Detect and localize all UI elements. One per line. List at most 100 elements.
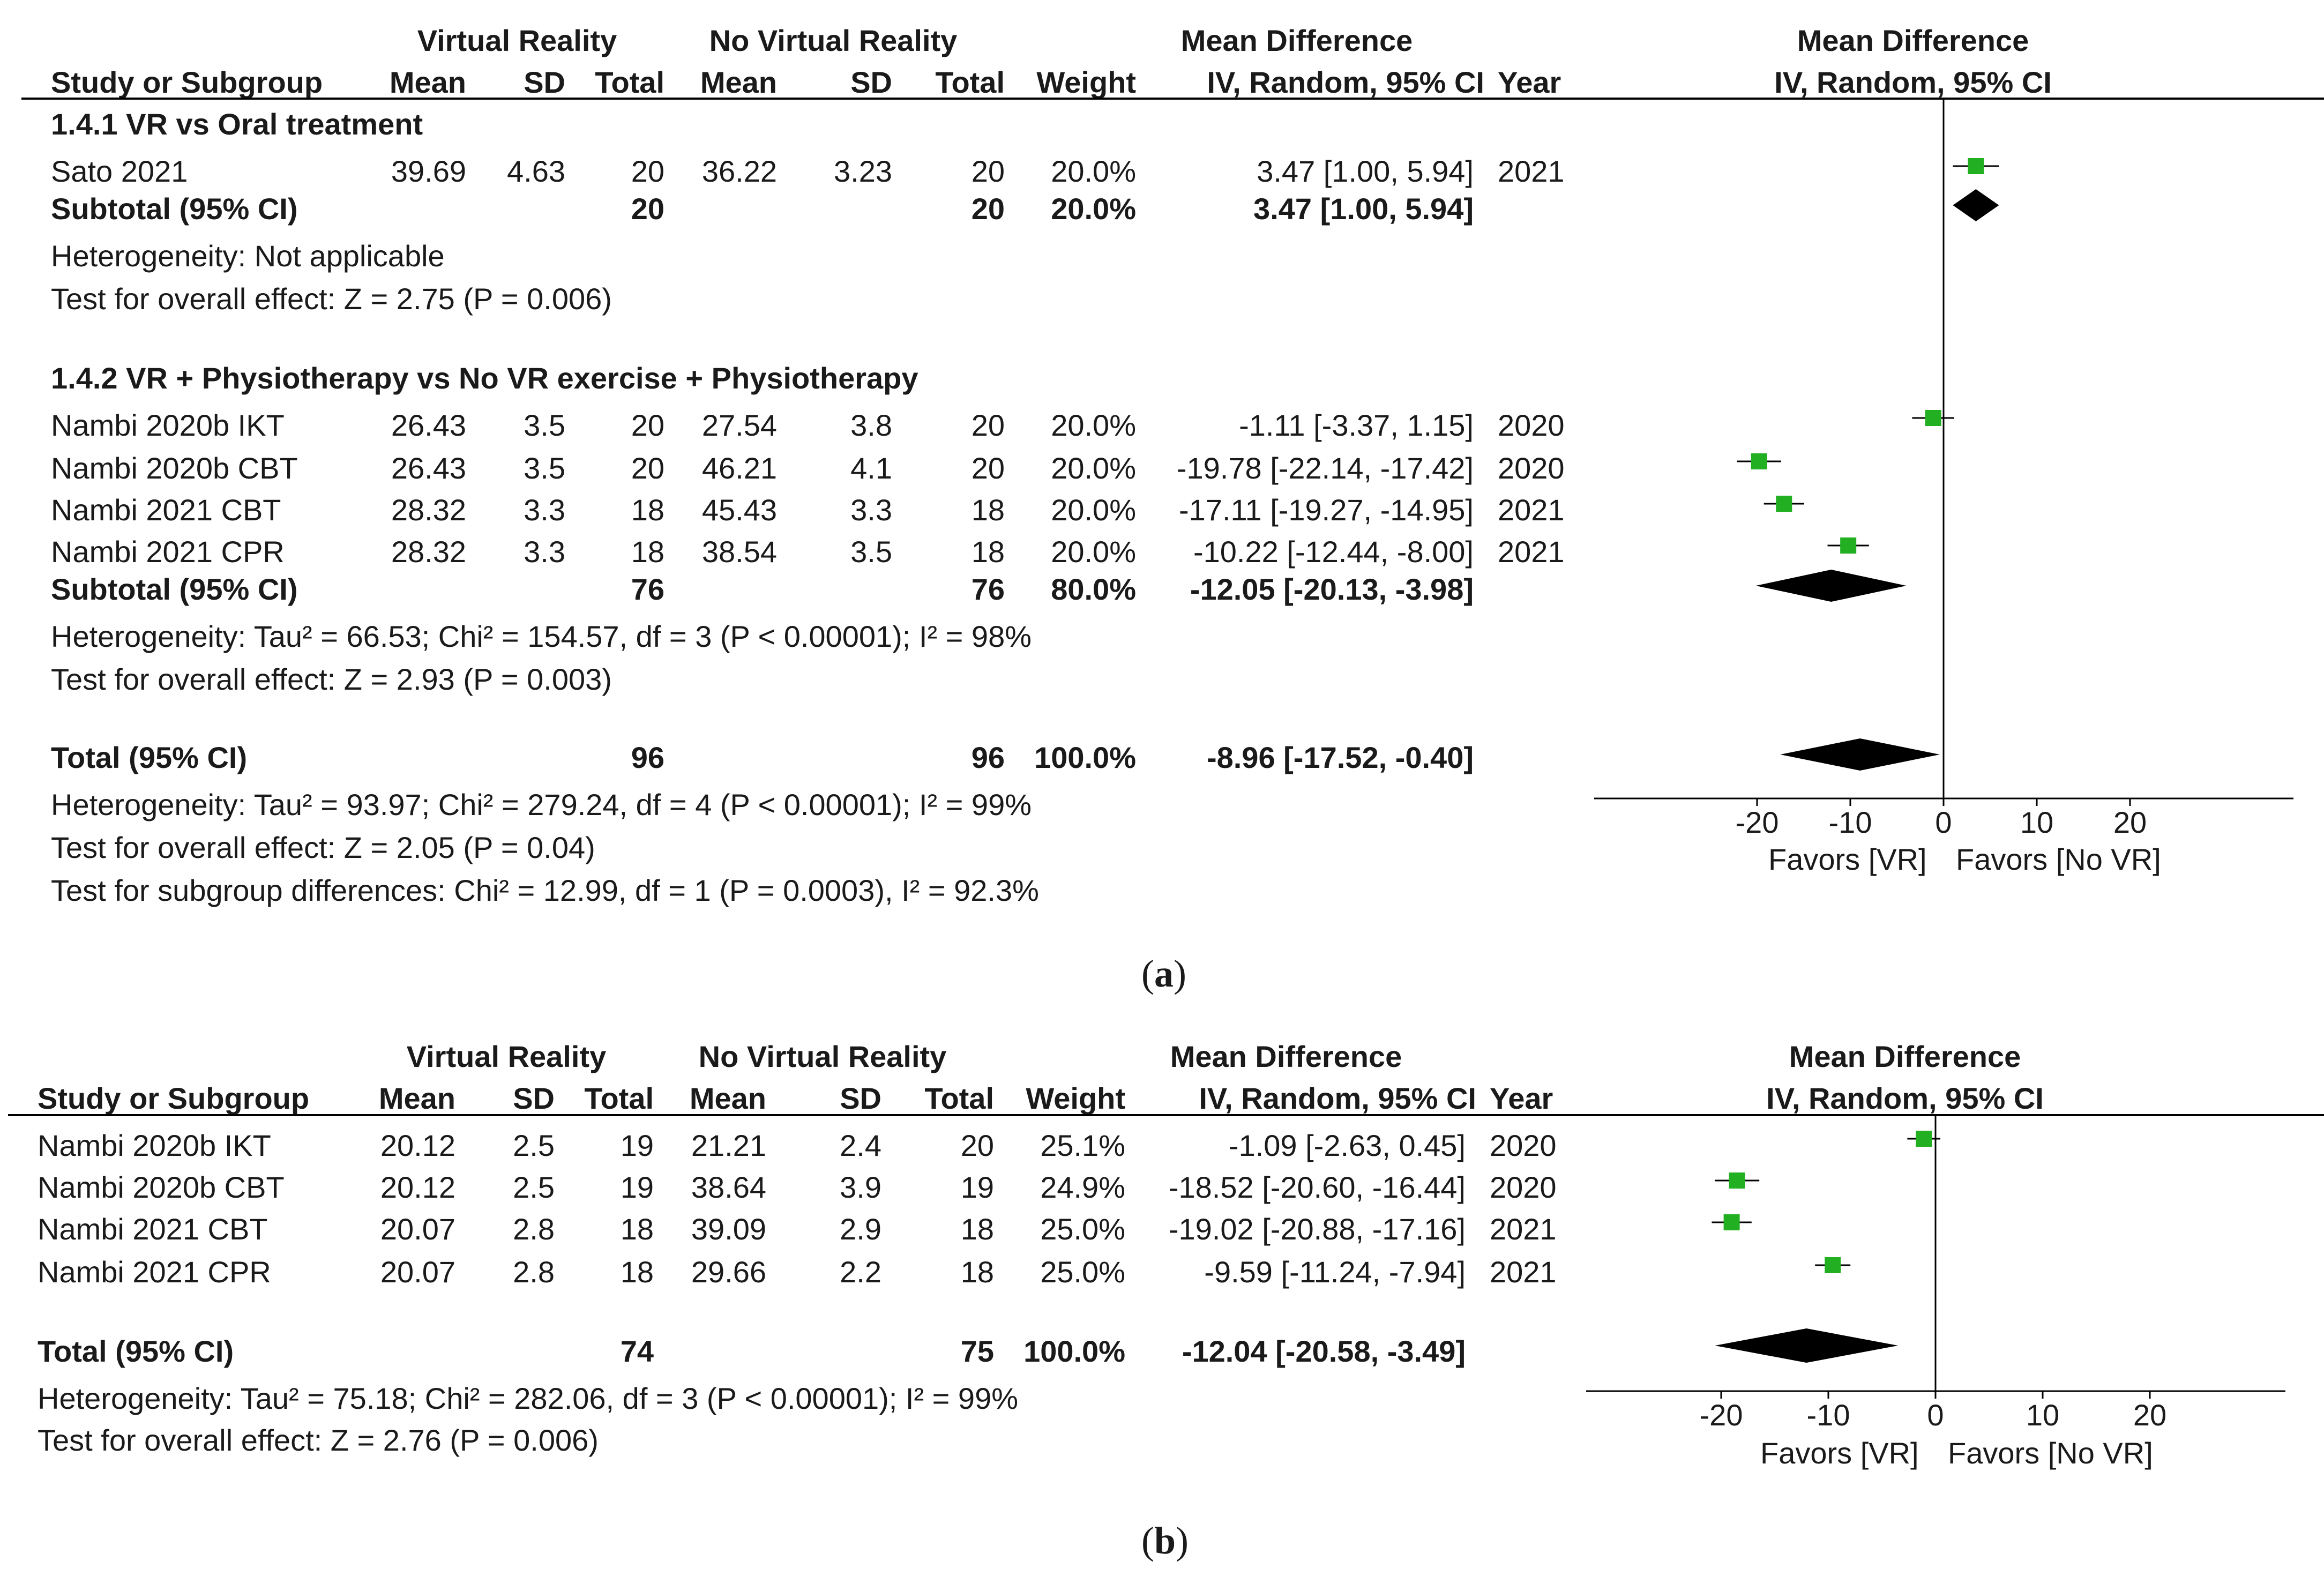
- x-tick-label: -10: [1829, 805, 1872, 839]
- vr-mean: 20.07: [380, 1212, 455, 1246]
- header-sd-1: SD: [524, 65, 565, 99]
- ci: -12.05 [-20.13, -3.98]: [1190, 572, 1474, 606]
- novr-total: 18: [971, 535, 1005, 569]
- novr-mean: 45.43: [701, 493, 777, 527]
- overall-effect-text: Test for overall effect: Z = 2.93 (P = 0…: [51, 662, 612, 696]
- header-sd-2: SD: [840, 1081, 881, 1115]
- vr-sd: 2.8: [513, 1212, 555, 1246]
- novr-total: 20: [971, 192, 1005, 226]
- header-mean-1: Mean: [378, 1081, 455, 1115]
- subgroup-title: 1.4.2 VR + Physiotherapy vs No VR exerci…: [51, 361, 918, 395]
- caption-letter: a: [1154, 952, 1174, 995]
- ci: -8.96 [-17.52, -0.40]: [1206, 741, 1474, 774]
- header-mean-2: Mean: [689, 1081, 766, 1115]
- novr-sd: 3.5: [850, 535, 892, 569]
- header-effect: Mean Difference: [1180, 24, 1413, 57]
- pooled-diamond: [1715, 1328, 1899, 1363]
- header-sd-2: SD: [850, 65, 892, 99]
- x-tick-label: 10: [2020, 805, 2053, 839]
- novr-total: 18: [960, 1255, 994, 1289]
- year: 2021: [1498, 154, 1565, 188]
- header-mean-1: Mean: [389, 65, 466, 99]
- header-group-vr: Virtual Reality: [417, 24, 617, 57]
- weight: 20.0%: [1051, 535, 1136, 569]
- study-point: [1729, 1172, 1745, 1189]
- x-tick-label: -10: [1807, 1398, 1850, 1432]
- study-name: Nambi 2020b IKT: [51, 408, 285, 442]
- caption-open: (: [1141, 1519, 1154, 1562]
- study-name: Nambi 2020b IKT: [38, 1129, 271, 1162]
- novr-total: 20: [971, 451, 1005, 485]
- header-total-1: Total: [584, 1081, 654, 1115]
- header-group-novr: No Virtual Reality: [709, 24, 958, 57]
- pooled-diamond: [1953, 189, 1999, 221]
- year: 2021: [1490, 1212, 1557, 1246]
- overall-effect-text: Test for overall effect: Z = 2.05 (P = 0…: [51, 831, 595, 864]
- vr-total: 76: [631, 572, 664, 606]
- vr-total: 18: [620, 1255, 654, 1289]
- total-label: Total (95% CI): [51, 741, 248, 774]
- favors-left-label: Favors [VR]: [1760, 1436, 1919, 1470]
- novr-mean: 39.09: [691, 1212, 766, 1246]
- vr-mean: 28.32: [391, 535, 466, 569]
- novr-total: 20: [971, 154, 1005, 188]
- study-point: [1776, 496, 1792, 512]
- vr-mean: 28.32: [391, 493, 466, 527]
- study-point: [1751, 453, 1767, 469]
- header-sd-1: SD: [513, 1081, 555, 1115]
- header-ci: IV, Random, 95% CI: [1207, 65, 1484, 99]
- novr-total: 18: [960, 1212, 994, 1246]
- ci: -17.11 [-19.27, -14.95]: [1179, 493, 1474, 527]
- forest-plot-b: -20 -10 0 10 20: [1586, 1115, 2285, 1432]
- favors-right-label: Favors [No VR]: [1948, 1436, 2153, 1470]
- novr-sd: 3.23: [834, 154, 892, 188]
- novr-sd: 3.3: [850, 493, 892, 527]
- vr-total: 74: [620, 1334, 654, 1368]
- vr-mean: 20.12: [380, 1170, 455, 1204]
- overall-effect-text: Test for overall effect: Z = 2.75 (P = 0…: [51, 282, 612, 316]
- header-study: Study or Subgroup: [38, 1081, 310, 1115]
- header-year: Year: [1490, 1081, 1553, 1115]
- study-name: Nambi 2021 CPR: [38, 1255, 271, 1289]
- novr-total: 20: [971, 408, 1005, 442]
- ci: -19.78 [-22.14, -17.42]: [1176, 451, 1474, 485]
- weight: 25.0%: [1040, 1255, 1125, 1289]
- study-point: [1723, 1214, 1740, 1230]
- header-group-novr: No Virtual Reality: [698, 1040, 947, 1073]
- total-label: Total (95% CI): [38, 1334, 234, 1368]
- novr-sd: 3.8: [850, 408, 892, 442]
- vr-sd: 3.5: [524, 451, 565, 485]
- year: 2020: [1498, 451, 1565, 485]
- header-year: Year: [1498, 65, 1561, 99]
- vr-total: 18: [631, 535, 664, 569]
- novr-sd: 2.2: [840, 1255, 881, 1289]
- study-name: Nambi 2021 CBT: [51, 493, 281, 527]
- weight: 20.0%: [1051, 451, 1136, 485]
- vr-total: 19: [620, 1129, 654, 1162]
- header-ci: IV, Random, 95% CI: [1199, 1081, 1476, 1115]
- study-name: Nambi 2020b CBT: [38, 1170, 285, 1204]
- novr-sd: 3.9: [840, 1170, 881, 1204]
- study-point: [1968, 158, 1984, 174]
- vr-total: 18: [620, 1212, 654, 1246]
- header-plot-effect: Mean Difference: [1789, 1040, 2021, 1073]
- x-tick-label: -20: [1700, 1398, 1743, 1432]
- heterogeneity-text: Heterogeneity: Tau² = 93.97; Chi² = 279.…: [51, 788, 1032, 821]
- study-point: [1840, 537, 1857, 554]
- x-tick-label: 20: [2113, 805, 2147, 839]
- x-tick-label: 0: [1927, 1398, 1944, 1432]
- header-plot-effect: Mean Difference: [1797, 24, 2029, 57]
- vr-sd: 2.5: [513, 1170, 555, 1204]
- ci: 3.47 [1.00, 5.94]: [1257, 154, 1474, 188]
- weight: 25.0%: [1040, 1212, 1125, 1246]
- vr-mean: 26.43: [391, 451, 466, 485]
- weight: 100.0%: [1034, 741, 1136, 774]
- subgroup-difference-text: Test for subgroup differences: Chi² = 12…: [51, 873, 1039, 907]
- vr-total: 20: [631, 192, 664, 226]
- header-weight: Weight: [1026, 1081, 1125, 1115]
- vr-mean: 26.43: [391, 408, 466, 442]
- vr-sd: 2.8: [513, 1255, 555, 1289]
- header-study: Study or Subgroup: [51, 65, 323, 99]
- vr-sd: 3.5: [524, 408, 565, 442]
- ci: 3.47 [1.00, 5.94]: [1253, 192, 1474, 226]
